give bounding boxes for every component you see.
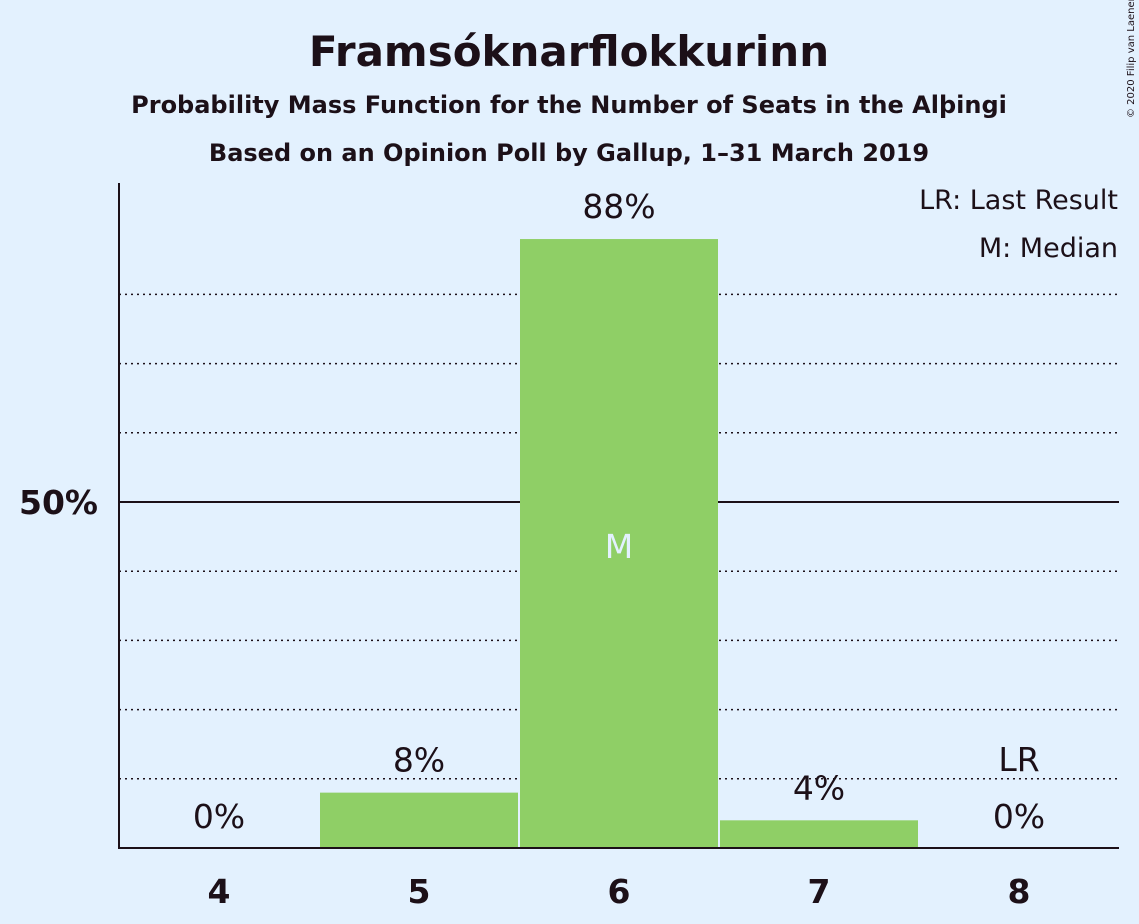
x-tick-label-8: 8 <box>1008 872 1031 911</box>
data-label-4: 0% <box>193 797 245 836</box>
data-label-8: 0% <box>993 797 1045 836</box>
bar-5 <box>320 792 518 848</box>
chart-subtitle: Probability Mass Function for the Number… <box>131 91 1007 119</box>
x-tick-label-4: 4 <box>208 872 231 911</box>
data-label-7: 4% <box>793 768 845 807</box>
copyright-note: © 2020 Filip van Laenen <box>1126 0 1137 118</box>
legend-last-result: LR: Last Result <box>919 185 1118 216</box>
chart-subtitle-poll: Based on an Opinion Poll by Gallup, 1–31… <box>209 139 929 167</box>
data-labels: 0% 8% 88% M 4% 0% LR <box>193 187 1045 836</box>
bar-6 <box>520 239 718 849</box>
y-tick-label: 50% <box>19 483 98 522</box>
data-label-5: 8% <box>393 741 445 780</box>
chart-title: Framsóknarflokkurinn <box>309 27 829 76</box>
legend-median: M: Median <box>979 233 1118 264</box>
data-label-6: 88% <box>582 187 655 226</box>
x-tick-label-7: 7 <box>808 872 831 911</box>
bar-7 <box>720 820 918 848</box>
last-result-marker: LR <box>998 740 1039 779</box>
median-marker: M <box>605 527 633 566</box>
x-tick-label-6: 6 <box>608 872 631 911</box>
x-tick-label-5: 5 <box>408 872 431 911</box>
bars <box>320 239 918 849</box>
x-axis-ticks: 4 5 6 7 8 <box>208 872 1031 911</box>
y-axis-ticks: 50% <box>19 483 98 522</box>
